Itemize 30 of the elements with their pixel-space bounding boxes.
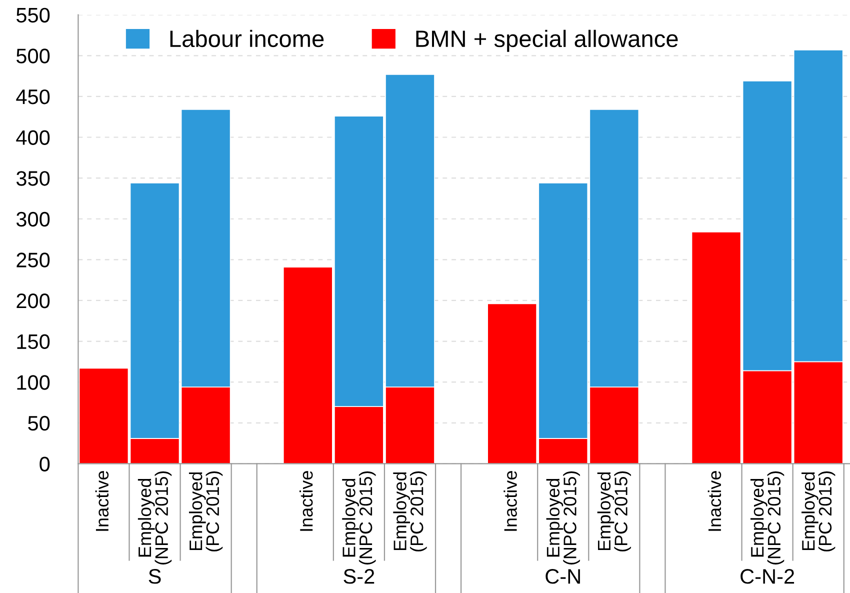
x-tick-label: Inactive	[299, 471, 313, 531]
text: S-2	[344, 569, 374, 584]
x-tick-label: Employed (PC 2015)	[597, 471, 631, 552]
y-tick-label: 150	[17, 334, 50, 350]
legend-label: BMN + special allowance	[416, 30, 678, 52]
text: S	[148, 569, 161, 584]
x-tick-label: Inactive	[504, 471, 517, 531]
x-tick-label: Employed (NPC 2015)	[750, 471, 784, 564]
y-tick-label: 300	[16, 212, 50, 227]
text: C-N	[546, 569, 580, 584]
y-tick-label: 450	[16, 89, 50, 104]
y-tick-label: 550	[16, 8, 50, 23]
y-tick-label: 500	[16, 48, 50, 64]
x-tick-label: Employed (PC 2015)	[802, 471, 836, 552]
text: C-N-2	[740, 569, 794, 584]
x-tick-label: Employed (NPC 2015)	[342, 471, 376, 564]
y-tick-label: 400	[16, 130, 50, 146]
y-tick-label: 200	[16, 293, 50, 308]
legend-label: Labour income	[170, 30, 324, 48]
y-tick-label: 100	[17, 375, 50, 390]
x-tick-label: Inactive	[708, 471, 722, 531]
x-tick-label: Inactive	[95, 471, 109, 531]
x-tick-label: Employed (NPC 2015)	[138, 471, 172, 564]
y-tick-label: 0	[40, 456, 50, 472]
y-tick-label: 350	[16, 171, 50, 186]
x-tick-label: Employed (NPC 2015)	[546, 471, 580, 564]
y-tick-label: 50	[28, 416, 50, 431]
y-tick-label: 250	[16, 252, 50, 268]
x-tick-label: Employed (PC 2015)	[188, 471, 223, 552]
x-tick-label: Employed (PC 2015)	[393, 471, 427, 552]
